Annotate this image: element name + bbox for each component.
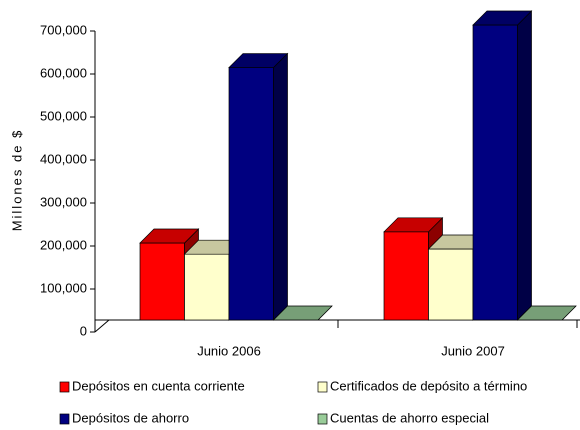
bar-face [383,231,429,321]
bar-face [472,24,518,321]
legend-label: Cuentas de ahorro especial [330,410,489,425]
bar-face [472,10,533,26]
bar [183,239,244,321]
bar [228,52,289,321]
bar-face [516,305,577,321]
bar-face [273,52,288,321]
bar-face [428,248,474,321]
bar [516,305,577,321]
bar-face [383,217,444,233]
x-tick-label: Junio 2007 [441,343,505,358]
legend-swatch [317,413,328,425]
y-axis-label: Millones de $ [9,129,24,232]
legend-label: Depósitos en cuenta corriente [72,378,245,393]
y-tick-label: 400,000 [40,151,87,166]
legend-swatch [59,413,70,425]
bar [472,10,533,321]
y-tick-label: 0 [80,323,87,338]
bar [272,305,333,321]
legend-swatch [317,381,328,393]
bar-face [228,53,289,68]
bar-face [184,253,230,321]
bar-face [228,67,274,321]
x-tick-label: Junio 2006 [197,343,261,358]
legend-label: Certificados de depósito a término [330,378,527,393]
y-tick-label: 600,000 [40,65,87,80]
bar-face [139,228,200,244]
bar-face [139,242,185,321]
legend-swatch [59,381,70,393]
y-tick-label: 300,000 [40,194,87,209]
y-tick-label: 200,000 [40,237,87,252]
y-tick-label: 100,000 [40,280,87,295]
legend-label: Depósitos de ahorro [72,410,189,425]
x-axis-depth [94,319,110,333]
y-tick-label: 700,000 [40,22,87,37]
y-tick-label: 500,000 [40,108,87,123]
bar-face [272,305,333,321]
bar-face [517,10,532,321]
